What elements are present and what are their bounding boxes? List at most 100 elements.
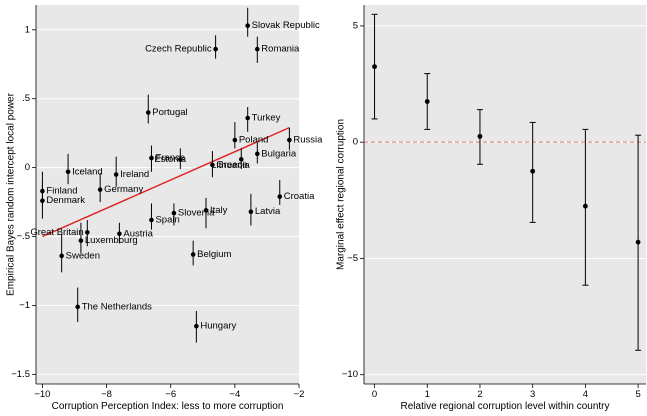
left-fit-line-group <box>42 127 290 238</box>
left-axes: 1 .5 0 −.5 −1 −1.5 −10 −8 −6 −4 −2 <box>11 5 304 400</box>
left-y-axis-title: Empirical Bayes random intercept local p… <box>6 92 17 296</box>
right-x-tick-label: 0 <box>372 389 377 400</box>
left-point-label: Croatia <box>284 191 315 202</box>
right-data-point <box>477 133 483 139</box>
left-data-point <box>213 46 218 52</box>
left-y-tick-label: 0 <box>25 162 30 173</box>
left-point-label: Slovenia <box>178 208 215 219</box>
left-point-label: Great Britain <box>30 227 83 238</box>
right-points <box>371 13 642 351</box>
left-data-point <box>85 230 90 235</box>
left-y-tick-label: −.5 <box>17 231 30 242</box>
right-plot-background <box>364 5 646 384</box>
left-x-tick-label: −6 <box>165 389 176 400</box>
left-point-label: Hungary <box>200 321 236 332</box>
right-x-axis-title: Relative regional corruption level withi… <box>401 401 610 412</box>
left-data-point <box>190 252 196 257</box>
left-data-point <box>245 115 250 121</box>
left-data-point <box>149 155 154 161</box>
right-y-tick-label: 5 <box>353 20 358 31</box>
left-data-point <box>255 46 260 52</box>
right-data-point <box>635 239 641 245</box>
right-y-tick-label: 0 <box>353 137 358 148</box>
left-x-tick-label: −8 <box>101 389 112 400</box>
left-point-label: Finland <box>46 186 77 197</box>
left-data-point <box>75 304 80 310</box>
left-data-point <box>203 208 209 213</box>
left-gridlines <box>36 29 299 375</box>
left-point-label: Russia <box>293 135 323 146</box>
left-y-tick-label: 1 <box>25 24 30 35</box>
left-data-point <box>255 151 260 157</box>
left-data-point <box>78 238 84 243</box>
right-data-point <box>530 168 536 174</box>
right-chart: 5 0 −5 −10 0 1 2 3 4 5 Marginal effect regional c… <box>336 5 646 412</box>
left-chart: 1 .5 0 −.5 −1 −1.5 −10 −8 −6 −4 −2 Slovak Republic… <box>6 5 323 412</box>
left-x-tick-label: −2 <box>294 389 305 400</box>
left-point-label: Czech Republic <box>145 44 212 55</box>
left-point-label: France <box>155 152 185 163</box>
left-data-point <box>277 194 283 199</box>
right-x-tick-label: 5 <box>635 389 640 400</box>
left-point-label: Austria <box>123 228 153 239</box>
right-y-axis-title: Marginal effect regional corruption <box>336 119 347 270</box>
left-point-label: Spain <box>155 215 179 226</box>
left-point-label: Poland <box>239 135 269 146</box>
left-points: Slovak Republic Czech Republic Romania Port… <box>30 7 323 343</box>
left-point-label: Latvia <box>255 206 281 217</box>
left-y-tick-label: −1.5 <box>11 369 30 380</box>
left-point-label: Slovak Republic <box>252 20 320 31</box>
left-data-point <box>117 231 122 237</box>
left-data-point <box>194 323 199 329</box>
left-y-tick-label: .5 <box>22 93 30 104</box>
left-data-point <box>245 23 250 28</box>
left-point-label: Luxembourg <box>85 235 138 246</box>
right-x-tick-label: 3 <box>530 389 535 400</box>
left-data-point <box>171 210 177 216</box>
left-point-label: Italy <box>210 205 228 216</box>
left-point-label: Romania <box>261 44 300 55</box>
left-point-label: Germany <box>104 184 143 195</box>
right-axes: 5 0 −5 −10 0 1 2 3 4 5 <box>342 5 646 400</box>
right-data-point <box>424 99 430 104</box>
left-point-label: Belgium <box>197 249 231 260</box>
left-data-point <box>178 157 183 162</box>
left-point-label: The Netherlands <box>82 301 152 312</box>
right-x-tick-label: 4 <box>583 389 588 400</box>
left-point-label: Denmark <box>46 195 85 206</box>
left-x-tick-label: −10 <box>34 389 50 400</box>
left-data-point <box>97 187 103 192</box>
left-data-point <box>145 110 151 115</box>
left-data-point <box>238 157 244 162</box>
left-point-label: Turkey <box>252 113 281 124</box>
left-data-point <box>59 253 64 259</box>
left-data-point <box>149 217 154 223</box>
left-data-point <box>113 172 119 177</box>
left-data-point <box>65 169 71 175</box>
right-x-tick-label: 1 <box>425 389 430 400</box>
left-fit-line <box>42 127 290 238</box>
left-x-axis-title: Corruption Perception Index: less to mor… <box>52 401 284 412</box>
right-y-tick-label: −5 <box>347 253 358 264</box>
right-x-tick-label: 2 <box>477 389 482 400</box>
left-point-label: Sweden <box>66 250 100 261</box>
left-point-label: Ireland <box>120 169 149 180</box>
left-point-label: Portugal <box>152 107 187 118</box>
left-plot-background <box>36 5 299 384</box>
left-data-point <box>210 162 215 168</box>
right-y-tick-label: −10 <box>342 369 358 380</box>
left-data-point <box>248 209 254 215</box>
left-point-label: Estonia <box>154 154 186 165</box>
right-data-point <box>372 64 377 70</box>
left-data-point <box>287 137 292 143</box>
left-data-point <box>232 137 238 143</box>
left-data-point <box>40 198 45 204</box>
left-point-label: Iceland <box>72 166 103 177</box>
left-point-label: Greece <box>216 159 247 170</box>
right-data-point <box>582 203 588 209</box>
left-point-label: Bulgaria <box>261 148 297 159</box>
left-x-tick-label: −4 <box>229 389 240 400</box>
left-point-label: Lithuania <box>211 160 250 171</box>
left-y-tick-label: −1 <box>19 300 30 311</box>
